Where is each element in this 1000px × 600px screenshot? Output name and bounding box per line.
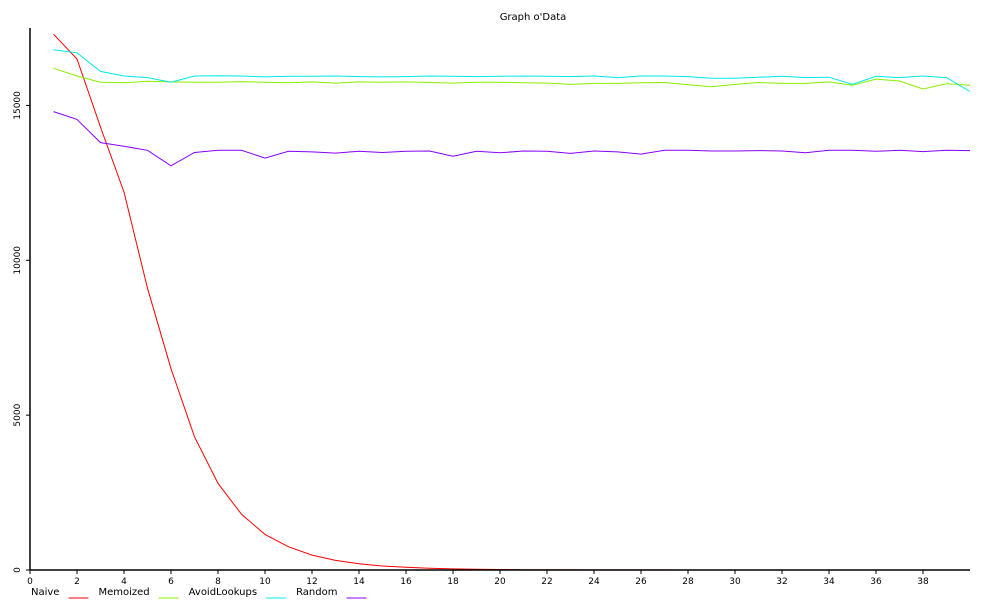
x-tick-label: 24 bbox=[588, 577, 600, 587]
axes: 0 2 4 6 8 10 12 14 16 18 20 22 24 26 28 30 32 34 36 3805000… bbox=[13, 28, 970, 587]
legend-label-2: AvoidLookups bbox=[189, 587, 257, 598]
x-tick-label: 30 bbox=[729, 577, 741, 587]
x-tick-label: 2 bbox=[74, 577, 80, 587]
y-tick-label: 10000 bbox=[13, 246, 23, 275]
x-tick-label: 12 bbox=[306, 577, 317, 587]
y-tick-label: 15000 bbox=[13, 91, 23, 120]
x-tick-label: 6 bbox=[168, 577, 174, 587]
x-tick-label: 20 bbox=[494, 577, 506, 587]
series-line-0 bbox=[53, 33, 970, 571]
legend-label-1: Memoized bbox=[98, 587, 149, 598]
legend-label-3: Random bbox=[296, 587, 337, 598]
y-tick-label: 5000 bbox=[13, 403, 23, 426]
x-tick-label: 26 bbox=[635, 577, 647, 587]
x-tick-label: 0 bbox=[27, 577, 33, 587]
x-tick-label: 38 bbox=[917, 577, 929, 587]
series-line-2 bbox=[53, 49, 971, 92]
x-tick-label: 14 bbox=[353, 577, 365, 587]
x-tick-label: 16 bbox=[400, 577, 412, 587]
x-tick-label: 10 bbox=[259, 577, 271, 587]
x-tick-label: 4 bbox=[121, 577, 127, 587]
x-tick-label: 8 bbox=[215, 577, 221, 587]
plot-area bbox=[53, 33, 971, 571]
chart-title: Graph o'Data bbox=[500, 12, 567, 23]
x-tick-label: 32 bbox=[776, 577, 787, 587]
x-tick-label: 18 bbox=[447, 577, 459, 587]
legend: Naive Memoized AvoidLookups Random bbox=[31, 587, 367, 599]
x-tick-label: 22 bbox=[541, 577, 552, 587]
series-line-1 bbox=[53, 67, 971, 90]
x-tick-label: 28 bbox=[682, 577, 694, 587]
legend-label-0: Naive bbox=[31, 587, 59, 598]
x-tick-label: 34 bbox=[823, 577, 835, 587]
x-tick-label: 36 bbox=[870, 577, 882, 587]
y-tick-label: 0 bbox=[13, 567, 23, 573]
series-line-3 bbox=[53, 111, 971, 167]
